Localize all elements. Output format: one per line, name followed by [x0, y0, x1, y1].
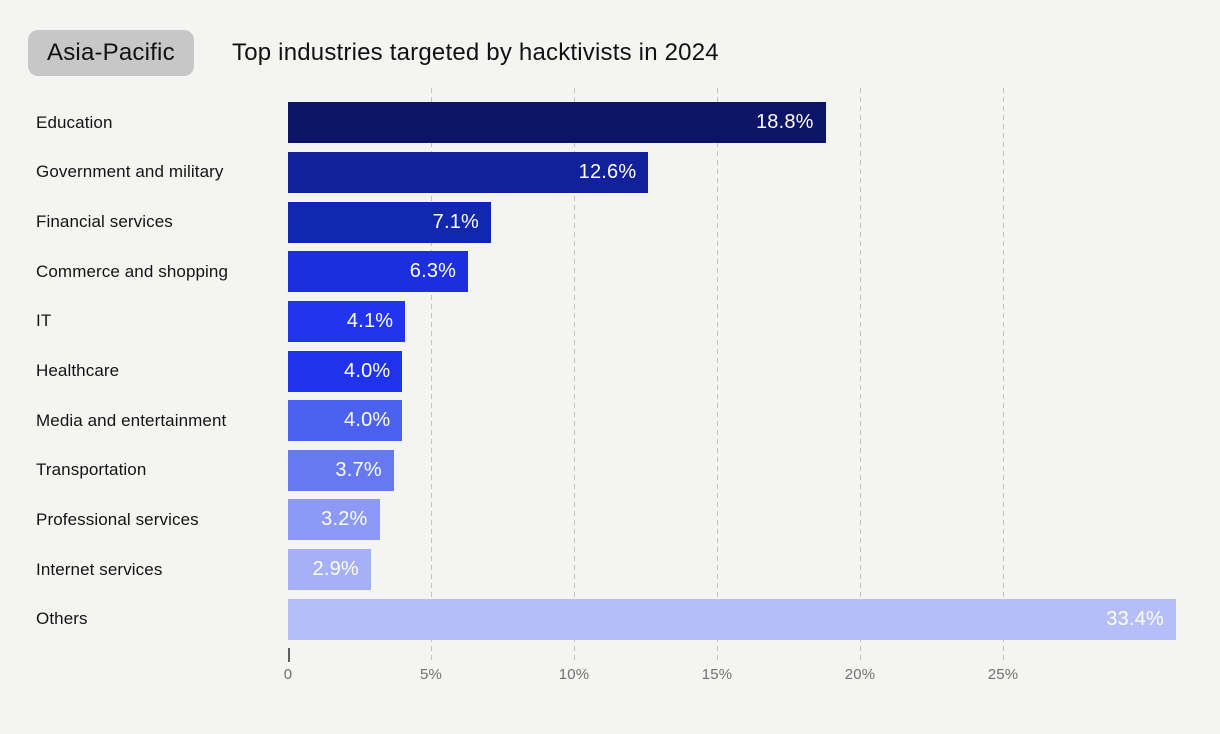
bar-track: 4.0% — [288, 350, 1176, 392]
bar-track: 12.6% — [288, 151, 1176, 193]
category-label: Commerce and shopping — [36, 261, 229, 281]
category-label: Professional services — [36, 509, 199, 529]
bar-value-label: 12.6% — [578, 160, 637, 183]
bar-row: Transportation 3.7% — [0, 445, 1176, 495]
bar: 6.3% — [288, 251, 469, 293]
x-tick-label: 25% — [987, 666, 1019, 683]
bar-row: Commerce and shopping 6.3% — [0, 247, 1176, 297]
bar-track: 33.4% — [288, 598, 1176, 640]
bar-row: Healthcare 4.0% — [0, 346, 1176, 396]
bar-track: 3.7% — [288, 449, 1176, 491]
bar-track: 4.1% — [288, 300, 1176, 342]
category-label: Government and military — [36, 162, 224, 182]
bar-track: 4.0% — [288, 400, 1176, 442]
bar-value-label: 4.0% — [344, 409, 391, 432]
bar-track: 2.9% — [288, 549, 1176, 591]
bar: 4.1% — [288, 300, 406, 342]
gridline-25pct — [1003, 88, 1004, 662]
category-label: Transportation — [36, 460, 147, 480]
bar: 4.0% — [288, 350, 403, 392]
bar-row: Education 18.8% — [0, 98, 1176, 148]
bar-track: 18.8% — [288, 102, 1176, 144]
x-tick-label: 20% — [844, 666, 876, 683]
category-label: Education — [36, 112, 113, 132]
gridline-5pct — [431, 88, 432, 662]
bar-row: Professional services 3.2% — [0, 495, 1176, 545]
x-tick-label: 0 — [283, 666, 293, 683]
bar-rows: Education 18.8% Government and military 12.… — [0, 98, 1176, 644]
gridline-15pct — [717, 88, 718, 662]
bar: 12.6% — [288, 151, 649, 193]
region-badge: Asia-Pacific — [28, 30, 194, 76]
category-label: Financial services — [36, 212, 173, 232]
bar: 7.1% — [288, 201, 492, 243]
category-label: Healthcare — [36, 361, 120, 381]
gridline-10pct — [574, 88, 575, 662]
bar-row: Government and military 12.6% — [0, 148, 1176, 198]
x-axis-zero-tick — [288, 648, 290, 662]
category-label: Internet services — [36, 559, 163, 579]
x-axis: 0 5% 10% 15% 20% 25% — [0, 666, 1220, 688]
bar-row: Financial services 7.1% — [0, 197, 1176, 247]
bar-value-label: 4.0% — [344, 359, 391, 382]
bar: 33.4% — [288, 598, 1176, 640]
bar-value-label: 2.9% — [312, 558, 359, 581]
bar: 3.7% — [288, 449, 394, 491]
bar-row: Others 33.4% — [0, 594, 1176, 644]
bar: 4.0% — [288, 400, 403, 442]
category-label: Others — [36, 609, 88, 629]
chart-title: Top industries targeted by hacktivists i… — [232, 39, 719, 66]
bar: 18.8% — [288, 102, 826, 144]
bar: 2.9% — [288, 549, 371, 591]
plot-area — [288, 88, 1176, 662]
bar-value-label: 3.2% — [321, 508, 368, 531]
x-tick-label: 10% — [558, 666, 590, 683]
bar-value-label: 6.3% — [409, 260, 457, 283]
bar: 3.2% — [288, 499, 380, 541]
category-label: IT — [36, 311, 52, 331]
bar-row: IT 4.1% — [0, 297, 1176, 347]
bar-track: 6.3% — [288, 251, 1176, 293]
bar-value-label: 7.1% — [432, 210, 480, 233]
bar-track: 3.2% — [288, 499, 1176, 541]
bar-value-label: 33.4% — [1106, 607, 1164, 630]
bar-value-label: 3.7% — [335, 458, 382, 481]
x-tick-label: 5% — [419, 666, 443, 683]
bar-row: Media and entertainment 4.0% — [0, 396, 1176, 446]
bar-track: 7.1% — [288, 201, 1176, 243]
category-label: Media and entertainment — [36, 410, 227, 430]
bar-value-label: 18.8% — [755, 111, 814, 134]
bar-value-label: 4.1% — [346, 309, 394, 332]
gridline-20pct — [860, 88, 861, 662]
x-tick-label: 15% — [701, 666, 733, 683]
bar-row: Internet services 2.9% — [0, 545, 1176, 595]
